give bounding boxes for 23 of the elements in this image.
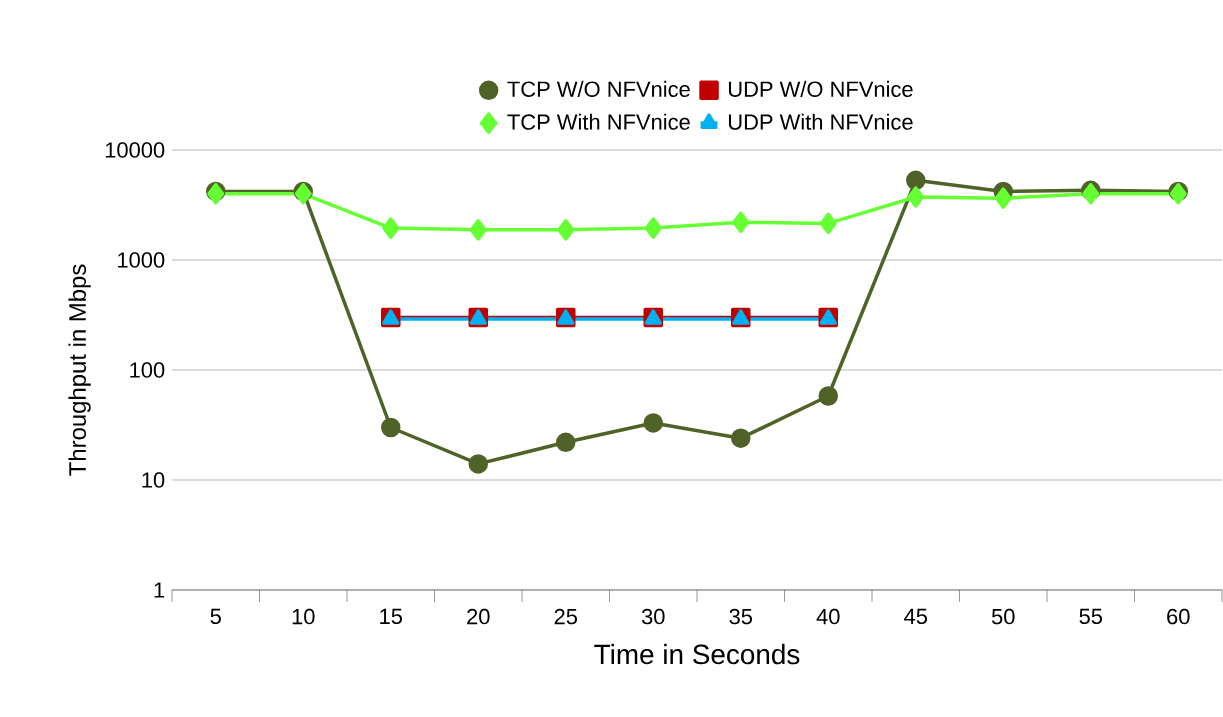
x-tick-label: 35 xyxy=(729,608,753,625)
x-tick-label: 10 xyxy=(292,608,315,625)
x-tick-label: 15 xyxy=(380,608,403,625)
legend-label: TCP W/O NFVnice xyxy=(507,80,690,97)
x-tick-label: 40 xyxy=(816,608,840,625)
legend-label: UDP With NFVnice xyxy=(728,113,913,130)
x-tick-label: 20 xyxy=(467,608,490,625)
x-tick-label: 45 xyxy=(904,608,928,625)
legend-label: UDP W/O NFVnice xyxy=(728,80,913,97)
x-axis-title: Time in Seconds xyxy=(594,643,800,665)
x-tick-label: 25 xyxy=(554,608,578,625)
x-tick-label: 55 xyxy=(1079,608,1103,625)
x-tick-label: 50 xyxy=(991,608,1015,625)
y-tick-label: 1 xyxy=(154,582,165,598)
x-tick-label: 5 xyxy=(210,608,221,625)
y-tick-label: 10 xyxy=(142,472,165,488)
x-tick-label: 60 xyxy=(1167,608,1190,625)
legend-label: TCP With NFVnice xyxy=(507,113,690,130)
y-tick-label: 100 xyxy=(130,362,165,378)
y-tick-label: 1000 xyxy=(118,252,165,268)
y-axis-title: Throughput in Mbps xyxy=(68,264,91,476)
y-tick-label: 10000 xyxy=(105,142,165,158)
x-tick-label: 30 xyxy=(641,608,665,625)
